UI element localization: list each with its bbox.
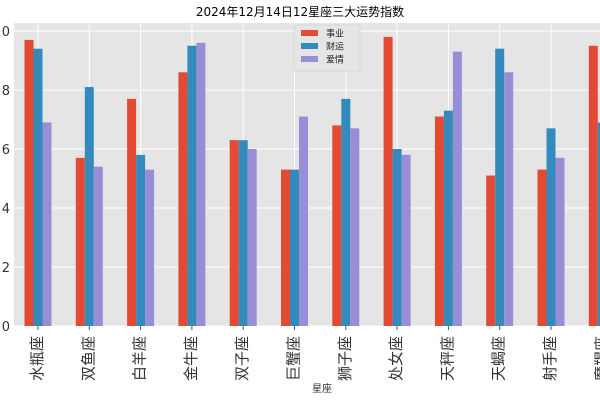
bar-wealth bbox=[33, 48, 43, 326]
bar-wealth bbox=[443, 110, 453, 327]
bar-wealth bbox=[597, 122, 600, 326]
x-tick-label: 天秤座 bbox=[438, 336, 456, 381]
legend-swatch bbox=[301, 43, 318, 49]
bars bbox=[24, 36, 600, 327]
legend-label: 财运 bbox=[326, 41, 344, 53]
x-tick-label: 狮子座 bbox=[336, 336, 354, 381]
x-tick-label: 水瓶座 bbox=[28, 336, 46, 381]
bar-love bbox=[401, 154, 411, 326]
x-tick-label: 射手座 bbox=[541, 336, 559, 381]
x-axis: 水瓶座 双鱼座 白羊座 金牛座 双子座 巨蟹座 狮子座 处女座 天秤座 天蝎座 射手座 摩羯座 bbox=[28, 326, 600, 381]
legend-label: 事业 bbox=[326, 28, 344, 40]
x-tick-label: 双鱼座 bbox=[79, 336, 97, 381]
bar-love bbox=[93, 166, 103, 326]
x-tick-label: 处女座 bbox=[387, 336, 405, 381]
y-axis: 0 2 4 6 8 0 bbox=[2, 25, 10, 335]
legend-swatch bbox=[301, 30, 318, 36]
bar-career bbox=[383, 36, 393, 327]
chart-title: 2024年12月14日12星座三大运势指数 bbox=[196, 4, 404, 19]
bar-career bbox=[75, 157, 85, 326]
bar-career bbox=[332, 125, 342, 327]
bar-love bbox=[196, 42, 206, 327]
x-tick-label: 双子座 bbox=[233, 336, 251, 381]
bar-love bbox=[247, 149, 257, 326]
bar-wealth bbox=[341, 98, 351, 326]
bar-love bbox=[452, 51, 462, 327]
x-tick-label: 金牛座 bbox=[182, 336, 200, 381]
bar-love bbox=[42, 122, 52, 326]
bar-career bbox=[486, 175, 496, 326]
y-tick-label: 0 bbox=[2, 25, 10, 40]
x-tick-label: 白羊座 bbox=[131, 336, 149, 381]
bar-career bbox=[178, 72, 188, 326]
bar-wealth bbox=[187, 45, 197, 326]
y-tick-label: 0 bbox=[2, 320, 10, 335]
bar-wealth bbox=[392, 149, 402, 326]
legend-swatch bbox=[301, 56, 318, 62]
bar-career bbox=[24, 39, 34, 326]
bar-wealth bbox=[495, 48, 505, 326]
bar-wealth bbox=[84, 87, 94, 326]
bar-wealth bbox=[290, 169, 299, 326]
bar-career bbox=[127, 98, 137, 326]
bar-career bbox=[281, 169, 290, 326]
x-tick-label: 巨蟹座 bbox=[285, 336, 303, 381]
bar-career bbox=[229, 140, 239, 326]
x-axis-label: 星座 bbox=[312, 382, 332, 395]
bar-love bbox=[145, 169, 155, 326]
bar-wealth bbox=[238, 140, 248, 326]
bar-career bbox=[537, 169, 547, 326]
y-tick-label: 4 bbox=[2, 202, 10, 217]
legend-label: 爱情 bbox=[326, 54, 344, 66]
bar-love bbox=[299, 116, 308, 326]
bar-love bbox=[350, 128, 360, 326]
y-tick-label: 2 bbox=[2, 261, 10, 276]
bar-career bbox=[588, 45, 598, 326]
bar-wealth bbox=[136, 154, 146, 326]
x-tick-label: 摩羯座 bbox=[592, 336, 600, 381]
bar-love bbox=[555, 157, 565, 326]
y-tick-label: 6 bbox=[2, 143, 10, 158]
x-tick-label: 天蝎座 bbox=[490, 336, 508, 381]
y-tick-label: 8 bbox=[2, 84, 10, 99]
bar-love bbox=[504, 72, 514, 326]
bar-career bbox=[434, 116, 444, 326]
bar-wealth bbox=[546, 128, 556, 326]
